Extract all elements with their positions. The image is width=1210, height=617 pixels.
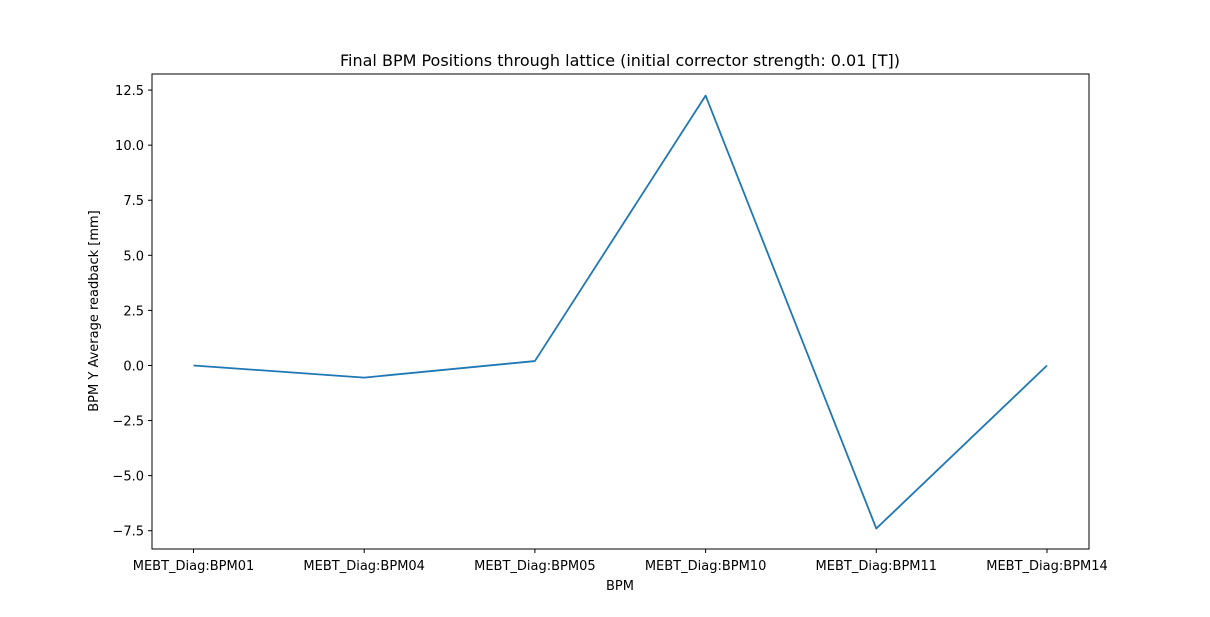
y-tick-label: 0.0 (123, 359, 144, 374)
x-axis-label: BPM (606, 579, 634, 594)
y-tick-label: −2.5 (112, 415, 144, 430)
x-axis: MEBT_Diag:BPM01 MEBT_Diag:BPM04 MEBT_Diag:… (133, 549, 1108, 574)
chart-title: Final BPM Positions through lattice (ini… (340, 51, 900, 70)
y-axis: −7.5 −5.0 −2.5 0.0 2.5 5.0 7.5 10.0 12.5 (112, 84, 152, 540)
series-line-0 (193, 94, 1048, 530)
x-tick-label: MEBT_Diag:BPM01 (133, 559, 255, 574)
y-tick-label: 10.0 (115, 139, 144, 154)
y-tick-label: 5.0 (123, 249, 144, 264)
y-tick-label: −7.5 (112, 525, 144, 540)
y-tick-label: −5.0 (112, 470, 144, 485)
y-tick-label: 12.5 (115, 84, 144, 99)
x-tick-label: MEBT_Diag:BPM04 (303, 559, 425, 574)
y-axis-label: BPM Y Average readback [mm] (87, 210, 102, 411)
x-tick-label: MEBT_Diag:BPM11 (816, 559, 938, 574)
plot-area (151, 73, 1090, 550)
x-tick-label: MEBT_Diag:BPM14 (986, 559, 1108, 574)
series-layer (193, 94, 1048, 530)
y-tick-label: 2.5 (123, 304, 144, 319)
y-tick-label: 7.5 (123, 194, 144, 209)
x-tick-label: MEBT_Diag:BPM10 (645, 559, 767, 574)
x-tick-label: MEBT_Diag:BPM05 (474, 559, 596, 574)
